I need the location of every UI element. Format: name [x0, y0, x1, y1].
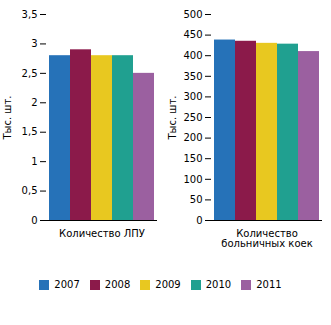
html-text:2007: 2007 [54, 279, 80, 290]
svg-text:200: 200 [183, 132, 202, 143]
svg-text:250: 250 [183, 112, 202, 123]
svg-text:Количество ЛПУ: Количество ЛПУ [59, 228, 145, 239]
svg-text:150: 150 [183, 153, 202, 164]
svg-text:3: 3 [31, 38, 37, 49]
svg-text:50: 50 [190, 194, 203, 205]
svg-text:2,5: 2,5 [22, 68, 38, 79]
svg-text:Количествобольничных коек: Количествобольничных коек [221, 228, 312, 249]
svg-text:2: 2 [31, 97, 37, 108]
svg-text:300: 300 [183, 91, 202, 102]
svg-text:Тыс. шт.: Тыс. шт. [2, 95, 13, 140]
svg-text:0: 0 [31, 215, 37, 226]
html-text:2010: 2010 [205, 279, 232, 290]
svg-text:Тыс. шт.: Тыс. шт. [167, 95, 178, 140]
svg-text:0: 0 [196, 215, 202, 226]
svg-text:3,5: 3,5 [22, 9, 38, 20]
svg-text:0,5: 0,5 [22, 185, 38, 196]
svg-text:1,5: 1,5 [22, 126, 38, 137]
svg-text:350: 350 [183, 71, 202, 82]
html-text:2011: 2011 [256, 279, 282, 290]
svg-text:450: 450 [183, 29, 202, 40]
html-text:2008: 2008 [104, 279, 131, 290]
svg-text:100: 100 [183, 174, 202, 185]
svg-text:500: 500 [183, 9, 202, 20]
html-text:2009: 2009 [155, 279, 181, 290]
svg-text:1: 1 [31, 156, 37, 167]
svg-text:400: 400 [183, 50, 202, 61]
